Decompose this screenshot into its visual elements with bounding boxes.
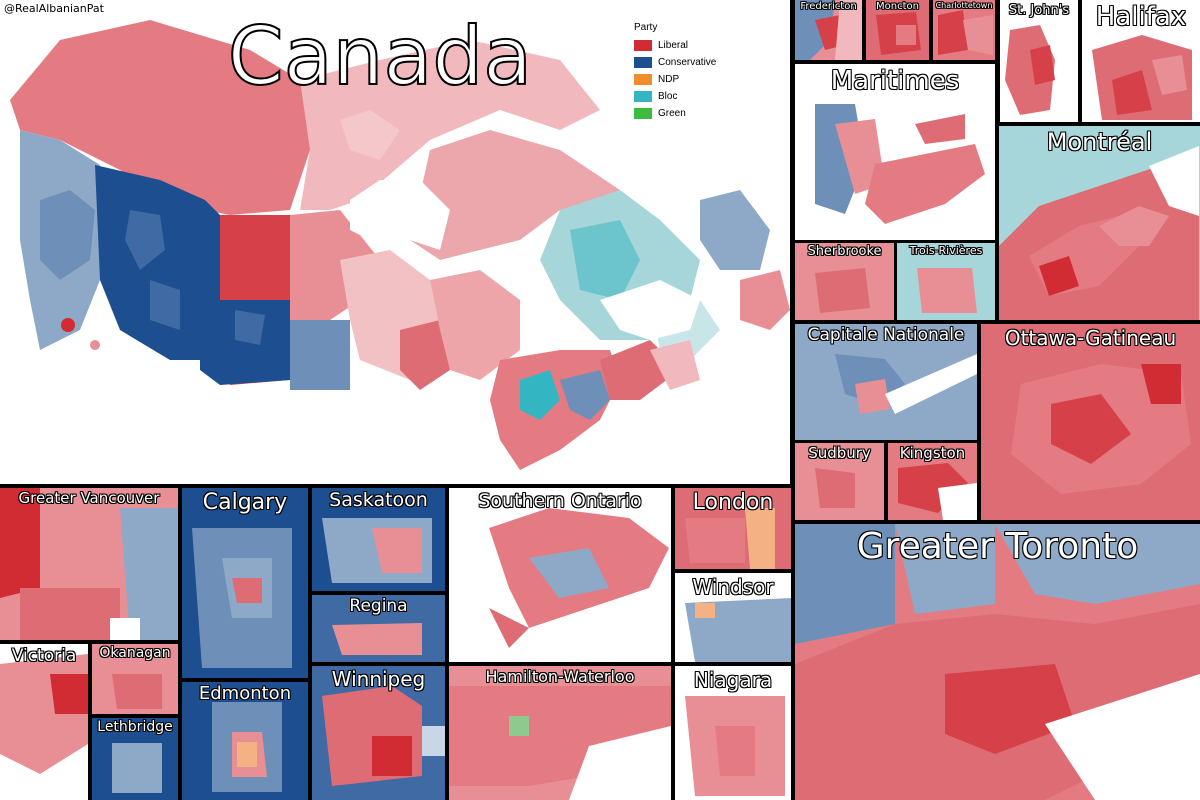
inset-sherbrooke: Sherbrooke	[795, 243, 894, 320]
inset-title: Moncton	[876, 1, 919, 12]
inset-title: Ottawa-Gatineau	[1004, 326, 1177, 350]
inset-montreal: Montréal	[999, 126, 1200, 320]
inset-st-johns: St. John's	[1000, 0, 1078, 122]
inset-title: Maritimes	[830, 66, 960, 96]
inset-title: Montréal	[1046, 128, 1153, 156]
inset-title: Lethbridge	[97, 719, 173, 735]
inset-title: Greater Toronto	[856, 526, 1139, 567]
legend-item: Liberal	[634, 37, 716, 54]
inset-trois-rivieres: Trois-Rivières	[897, 243, 995, 320]
inset-niagara: Niagara	[675, 666, 791, 800]
map-title: Canada	[227, 9, 533, 104]
inset-maritimes: Maritimes	[795, 64, 995, 240]
inset-title: Capitale Nationale	[807, 325, 965, 345]
inset-title: Kingston	[899, 444, 966, 462]
legend-swatch	[634, 74, 652, 85]
legend-item: Bloc	[634, 88, 716, 105]
inset-title: Charlottetown	[935, 1, 993, 10]
inset-title: Victoria	[11, 646, 77, 666]
canada-map	[10, 20, 790, 470]
inset-title: Halifax	[1095, 2, 1187, 32]
legend-swatch	[634, 57, 652, 68]
inset-title: Regina	[349, 596, 408, 616]
inset-title: Okanagan	[99, 645, 171, 661]
inset-title: Windsor	[692, 575, 774, 599]
author-credit: @RealAlbanianPat	[4, 2, 104, 15]
inset-title: Edmonton	[198, 683, 292, 704]
inset-calgary: Calgary	[182, 488, 308, 678]
inset-southern-ontario: Southern Ontario	[449, 488, 671, 662]
inset-greater-vancouver: Greater Vancouver	[0, 488, 178, 640]
inset-winnipeg: Winnipeg	[312, 666, 445, 800]
inset-okanagan: Okanagan	[92, 644, 178, 714]
inset-greater-toronto: Greater Toronto	[795, 524, 1200, 800]
legend-title: Party	[634, 22, 658, 33]
inset-edmonton: Edmonton	[182, 682, 308, 800]
inset-title: Hamilton-Waterloo	[485, 667, 635, 686]
legend-swatch	[634, 40, 652, 51]
inset-halifax: Halifax	[1082, 0, 1200, 122]
inset-kingston: Kingston	[888, 443, 977, 520]
inset-sudbury: Sudbury	[795, 443, 884, 520]
inset-title: Sherbrooke	[807, 244, 882, 259]
legend-swatch	[634, 108, 652, 119]
inset-title: Saskatoon	[329, 489, 428, 511]
inset-capitale-nationale: Capitale Nationale	[795, 324, 977, 440]
inset-ottawa-gatineau: Ottawa-Gatineau	[981, 324, 1200, 520]
inset-regina: Regina	[312, 595, 445, 662]
inset-title: Trois-Rivières	[909, 244, 983, 257]
inset-title: Niagara	[693, 668, 773, 692]
inset-title: Calgary	[202, 490, 288, 515]
inset-title: Winnipeg	[331, 667, 426, 691]
legend-item: Conservative	[634, 54, 716, 71]
inset-moncton: Moncton	[866, 0, 929, 60]
legend-swatch	[634, 91, 652, 102]
inset-title: Greater Vancouver	[18, 489, 160, 507]
inset-title: Sudbury	[808, 444, 871, 462]
canada-map-panel: @RealAlbanianPat Canada Party Liberal Co…	[0, 0, 790, 484]
legend: Party Liberal Conservative NDP Bloc Gree…	[634, 22, 716, 122]
inset-lethbridge: Lethbridge	[92, 718, 178, 800]
inset-saskatoon: Saskatoon	[312, 488, 445, 591]
legend-item: NDP	[634, 71, 716, 88]
legend-item: Green	[634, 105, 716, 122]
inset-charlottetown: Charlottetown	[933, 0, 995, 60]
inset-hamilton-waterloo: Hamilton-Waterloo	[449, 666, 671, 800]
inset-title: Fredericton	[800, 1, 857, 12]
inset-title: London	[692, 490, 774, 515]
inset-windsor: Windsor	[675, 573, 791, 662]
inset-title: St. John's	[1008, 3, 1070, 18]
inset-fredericton: Fredericton	[795, 0, 862, 60]
inset-victoria: Victoria	[0, 644, 88, 800]
inset-london: London	[675, 488, 791, 569]
inset-title: Southern Ontario	[478, 490, 642, 512]
